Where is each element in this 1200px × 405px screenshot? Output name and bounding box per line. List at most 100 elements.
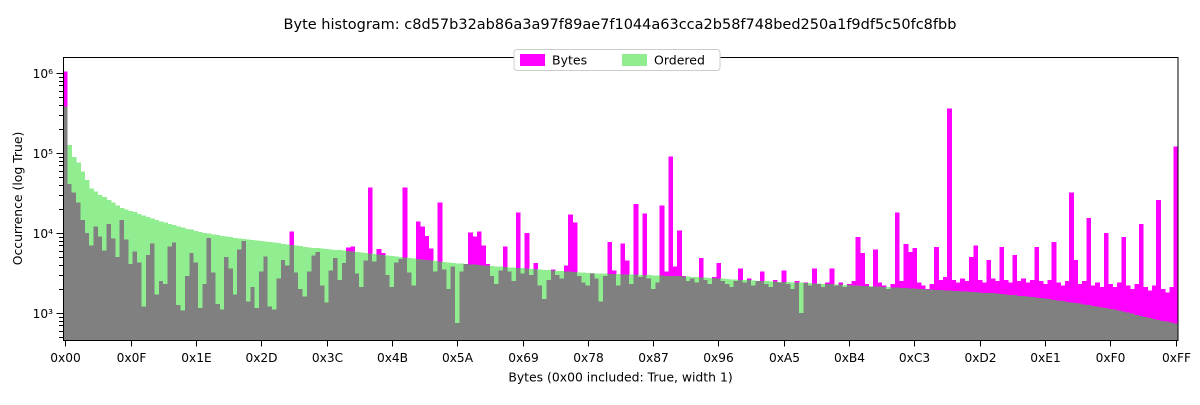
bar-overlap [1113, 310, 1118, 340]
bar-overlap [1073, 303, 1078, 340]
bar-overlap [851, 285, 856, 340]
bar-ordered [555, 271, 560, 275]
bar-overlap [655, 283, 660, 340]
bar-overlap [490, 276, 495, 340]
legend: Bytes Ordered [514, 50, 720, 71]
bar-ordered [886, 287, 891, 289]
x-tick-label: 0xC3 [899, 351, 930, 365]
bar-ordered [655, 276, 660, 283]
bar-bytes [377, 249, 382, 254]
bar-overlap [442, 269, 447, 340]
bar-bytes [525, 233, 530, 268]
bar-bytes [664, 272, 669, 276]
bar-overlap [503, 267, 508, 340]
bar-overlap [651, 289, 656, 340]
bar-bytes [1108, 284, 1113, 309]
bar-overlap [425, 260, 430, 340]
bar-bytes [1139, 224, 1144, 316]
bar-overlap [538, 286, 543, 340]
bar-overlap [507, 272, 512, 340]
bar-overlap [830, 284, 835, 340]
bar-bytes [1056, 283, 1061, 301]
bar-overlap [451, 267, 456, 340]
bar-bytes [838, 283, 843, 285]
legend-swatch-ordered [622, 54, 647, 66]
bar-bytes [481, 245, 486, 265]
bar-ordered [764, 281, 769, 284]
bar-bytes [564, 266, 569, 272]
bar-ordered [89, 188, 94, 245]
bar-ordered [411, 258, 416, 285]
bar-bytes [825, 283, 830, 284]
bar-overlap [1126, 313, 1131, 340]
y-tick-label: 10³ [33, 307, 54, 321]
bar-overlap [229, 268, 234, 340]
bar-overlap [660, 276, 665, 340]
bar-overlap [934, 290, 939, 340]
bar-bytes [420, 227, 425, 260]
bar-bytes [612, 270, 617, 273]
x-tick-label: 0x78 [573, 351, 603, 365]
bar-bytes [873, 250, 878, 287]
bar-overlap [1043, 299, 1048, 340]
bar-overlap [782, 282, 787, 340]
histogram-bars [63, 71, 1178, 340]
bar-overlap [625, 274, 630, 340]
bar-overlap [1161, 321, 1166, 340]
bar-overlap [555, 275, 560, 340]
bar-bytes [999, 247, 1004, 294]
bar-overlap [525, 268, 530, 340]
bar-ordered [398, 257, 403, 259]
bar-bytes [1121, 237, 1126, 311]
bar-overlap [1143, 317, 1148, 340]
bar-ordered [799, 283, 804, 313]
bar-ordered [786, 282, 791, 284]
bar-overlap [494, 284, 499, 340]
x-tick-label: 0xA5 [769, 351, 800, 365]
bar-ordered [638, 275, 643, 277]
bar-ordered [154, 220, 159, 295]
bar-bytes [668, 157, 673, 276]
bar-overlap [1091, 306, 1096, 340]
bar-overlap [394, 262, 399, 340]
bar-overlap [198, 308, 203, 340]
bar-overlap [864, 286, 869, 340]
bar-overlap [599, 301, 604, 340]
bar-overlap [590, 274, 595, 340]
bar-overlap [237, 250, 242, 340]
bar-overlap [520, 274, 525, 340]
bar-overlap [642, 275, 647, 340]
bar-overlap [621, 274, 626, 340]
bar-ordered [120, 208, 125, 220]
bar-overlap [115, 257, 120, 340]
bar-ordered [163, 223, 168, 284]
bar-bytes [1169, 287, 1174, 322]
bar-ordered [616, 274, 621, 286]
bar-overlap [246, 301, 251, 340]
bar-overlap [973, 292, 978, 340]
bar-overlap [172, 243, 177, 340]
bar-ordered [246, 240, 251, 302]
bar-bytes [921, 286, 926, 289]
bar-ordered [808, 283, 813, 285]
bar-ordered [647, 275, 652, 278]
bar-overlap [176, 305, 181, 340]
bar-bytes [346, 247, 351, 251]
bar-overlap [124, 239, 129, 340]
bar-overlap [111, 239, 116, 340]
legend-label-bytes: Bytes [552, 53, 587, 68]
bar-overlap [1130, 314, 1135, 340]
bar-overlap [1121, 311, 1126, 340]
bar-overlap [904, 288, 909, 340]
bar-ordered [229, 237, 234, 268]
bar-bytes [516, 213, 521, 268]
bar-bytes [1091, 286, 1096, 306]
bar-bytes [1152, 286, 1157, 319]
x-tick-label: 0x5A [442, 351, 474, 365]
bar-bytes [673, 267, 678, 277]
bar-overlap [821, 287, 826, 340]
bar-overlap [816, 284, 821, 340]
bar-ordered [220, 236, 225, 310]
y-tick-label: 10⁶ [33, 67, 54, 81]
bar-overlap [98, 237, 103, 340]
